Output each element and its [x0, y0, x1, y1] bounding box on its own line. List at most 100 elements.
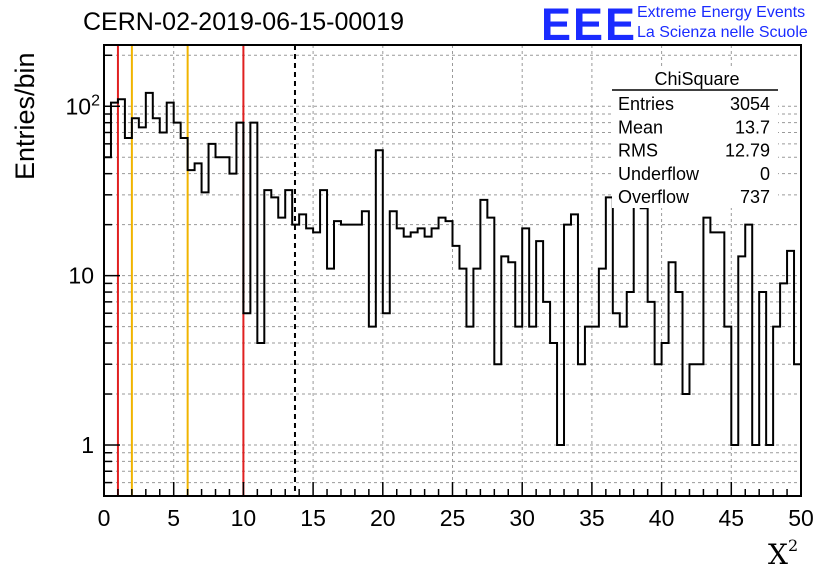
histogram-bin [453, 246, 460, 496]
histogram-bin [264, 190, 271, 496]
histogram-bin [815, 327, 822, 496]
histogram-bin [606, 197, 613, 496]
histogram-bin [125, 138, 132, 496]
x-tick-label: 10 [231, 505, 257, 531]
histogram-bin [222, 157, 229, 496]
x-tick-label: 25 [440, 505, 466, 531]
histogram-bin [306, 228, 313, 496]
histogram-bin [383, 313, 390, 496]
histogram-bin [808, 343, 815, 496]
histogram-bin [683, 394, 690, 496]
histogram-bin [703, 218, 710, 496]
histogram-bin [132, 118, 139, 496]
histogram-bin [236, 123, 243, 496]
histogram-bin [418, 228, 425, 496]
y-tick-label: 10 [68, 263, 94, 289]
histogram-bin [229, 174, 236, 496]
histogram-bin [243, 313, 250, 496]
x-tick-label: 35 [579, 505, 605, 531]
histogram-bin [292, 225, 299, 496]
histogram-bin [216, 157, 223, 496]
histogram-bin [508, 262, 515, 496]
x-tick-label: 20 [370, 505, 396, 531]
histogram-bin [362, 211, 369, 496]
logo-subtitle-line2: La Scienza nelle Scuole [637, 24, 808, 41]
histogram-bin [536, 241, 543, 496]
histogram-bin [641, 208, 648, 496]
histogram-bin [529, 327, 536, 496]
histogram-bin [195, 163, 202, 496]
histogram-bin [111, 103, 118, 496]
histogram-bin [439, 218, 446, 496]
histogram-bin [181, 138, 188, 496]
stats-row-label: Entries [618, 94, 674, 114]
stats-row-label: RMS [618, 141, 658, 161]
histogram-bin [557, 445, 564, 496]
histogram-bin [285, 190, 292, 496]
histogram-bin [571, 214, 578, 496]
x-tick-label: 30 [509, 505, 535, 531]
x-axis-label-text: X [768, 538, 788, 571]
stats-row-label: Underflow [618, 164, 700, 184]
histogram-bin [724, 327, 731, 496]
histogram-bin [320, 190, 327, 496]
histogram-bin [599, 269, 606, 496]
histogram-bin [648, 302, 655, 496]
histogram-bin [515, 327, 522, 496]
stats-box-background [612, 68, 778, 208]
x-tick-label: 5 [167, 505, 180, 531]
logo-subtitle-line1: Extreme Energy Events [637, 4, 806, 21]
histogram-bin [578, 364, 585, 496]
histogram-outline [104, 91, 801, 496]
stats-box-title: ChiSquare [654, 69, 739, 89]
histogram-bin [139, 127, 146, 496]
histogram-bin [473, 269, 480, 496]
histogram-bin [550, 343, 557, 496]
stats-row-value: 13.7 [735, 117, 770, 137]
histogram-bin [585, 327, 592, 496]
histogram-bin [188, 170, 195, 496]
histogram-bin [522, 228, 529, 496]
histogram-bin [592, 327, 599, 496]
stats-row-value: 0 [760, 164, 770, 184]
x-tick-label: 45 [719, 505, 745, 531]
histogram-bin [369, 327, 376, 496]
histogram-bin [710, 232, 717, 496]
x-axis-label: X2 [768, 536, 799, 571]
axes: 0 5 10 15 20 25 30 35 40 45 50 1 10 102 [66, 44, 814, 531]
histogram-bin [209, 144, 216, 496]
histogram-bin [327, 269, 334, 496]
x-axis-label-superscript: 2 [787, 536, 799, 555]
histogram-bin [613, 313, 620, 496]
histogram-bin [620, 327, 627, 496]
histogram-bin [397, 228, 404, 496]
histogram-bin [780, 283, 787, 496]
histogram-bin [174, 123, 181, 496]
histogram-bin [153, 118, 160, 496]
histogram-bin [313, 232, 320, 496]
histogram-bin [459, 269, 466, 496]
histogram-bin [432, 228, 439, 496]
stats-row-value: 3054 [730, 94, 770, 114]
chart-title: CERN-02-2019-06-15-00019 [83, 8, 405, 36]
histogram-bin [717, 232, 724, 496]
x-tick-label: 0 [98, 505, 111, 531]
histogram-bin [404, 237, 411, 496]
x-tick-label: 15 [300, 505, 326, 531]
histogram-bars [104, 91, 822, 496]
stats-row-value: 737 [740, 187, 770, 207]
eee-logo: EEE [541, 0, 638, 50]
histogram-bin [257, 343, 264, 496]
histogram-bin [794, 364, 801, 496]
histogram-bin [146, 93, 153, 496]
histogram-bin [466, 327, 473, 496]
stats-row-label: Overflow [618, 187, 690, 207]
y-tick-label: 1 [81, 432, 94, 458]
histogram-bin [655, 364, 662, 496]
histogram-bin [738, 256, 745, 496]
histogram-bin [773, 327, 780, 496]
histogram-bin [731, 445, 738, 496]
histogram-bin [634, 195, 641, 496]
histogram-bin [689, 364, 696, 496]
